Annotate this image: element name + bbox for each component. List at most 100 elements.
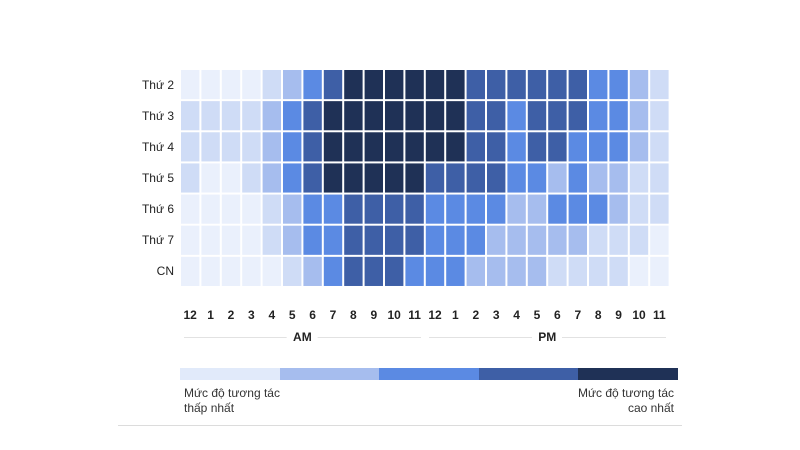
hour-tick-label: 3 — [248, 308, 255, 322]
heatmap-cell — [181, 256, 200, 286]
heatmap-cell — [507, 163, 526, 193]
heatmap-cell — [527, 225, 547, 255]
period-label: PM — [532, 330, 563, 344]
heatmap-cell — [568, 70, 587, 100]
hour-tick-label: 2 — [227, 308, 235, 322]
heatmap-cell — [323, 194, 343, 224]
heatmap-cell — [589, 256, 608, 286]
hour-tick-label: 1 — [207, 308, 214, 322]
heatmap-cell — [527, 194, 547, 224]
heatmap-cell — [323, 225, 343, 255]
heatmap-cell — [221, 256, 241, 286]
heatmap-cell — [629, 132, 649, 162]
heatmap-cell — [568, 194, 587, 224]
heatmap-cell — [589, 225, 608, 255]
heatmap-cell — [609, 194, 628, 224]
heatmap-cell — [446, 194, 465, 224]
heatmap-cell — [283, 225, 302, 255]
heatmap-cell — [425, 101, 445, 131]
heatmap-cell — [201, 256, 220, 286]
heatmap-cell — [242, 225, 261, 255]
heatmap-cell — [344, 132, 363, 162]
heatmap-cell — [548, 132, 567, 162]
heatmap-cell — [507, 225, 526, 255]
heatmap-cell — [283, 256, 302, 286]
heatmap-cell — [201, 163, 220, 193]
hour-tick-label: 2 — [472, 308, 480, 322]
heatmap-cell — [466, 225, 485, 255]
heatmap-cell — [242, 256, 261, 286]
heatmap-cell — [262, 132, 281, 162]
heatmap-cell — [466, 163, 485, 193]
heatmap-cell — [181, 132, 200, 162]
legend-color-segment — [478, 368, 579, 380]
hour-tick-label: 6 — [554, 308, 561, 322]
heatmap-cell — [364, 194, 383, 224]
heatmap-cell — [283, 132, 302, 162]
heatmap-cell — [589, 132, 608, 162]
heatmap-cell — [548, 101, 567, 131]
heatmap-cell — [201, 194, 220, 224]
heatmap-cell — [425, 163, 445, 193]
heatmap-cell — [589, 70, 608, 100]
heatmap-cell — [629, 225, 649, 255]
row-label: Thứ 3 — [141, 108, 174, 123]
heatmap-cell — [548, 163, 567, 193]
heatmap-cell — [405, 163, 424, 193]
heatmap-cell — [609, 256, 628, 286]
heatmap-cell — [487, 163, 506, 193]
heatmap-cell — [589, 101, 608, 131]
heatmap-cell — [242, 70, 261, 100]
heatmap-cell — [446, 256, 465, 286]
heatmap-cell — [303, 132, 322, 162]
row-label: Thứ 7 — [141, 233, 174, 248]
heatmap-cell — [446, 225, 465, 255]
heatmap-cell — [221, 70, 241, 100]
heatmap-cell — [446, 101, 465, 131]
heatmap-cell — [527, 101, 547, 131]
row-label: Thứ 6 — [141, 202, 174, 217]
heatmap-cell — [650, 132, 669, 162]
heatmap-cell — [487, 256, 506, 286]
bottom-divider — [118, 425, 682, 426]
heatmap-cell — [425, 70, 445, 100]
heatmap-cell — [181, 194, 200, 224]
heatmap-cell — [364, 163, 383, 193]
heatmap-cell — [446, 163, 465, 193]
hour-tick-label: 8 — [594, 308, 602, 322]
heatmap-cell — [650, 194, 669, 224]
heatmap-cell — [609, 225, 628, 255]
heatmap-cell — [364, 225, 383, 255]
heatmap-cell — [201, 225, 220, 255]
heatmap-cell — [405, 70, 424, 100]
heatmap-cell — [221, 194, 241, 224]
heatmap-cell — [364, 132, 383, 162]
heatmap-cell — [283, 194, 302, 224]
heatmap-cell — [283, 163, 302, 193]
heatmap-cell — [344, 163, 363, 193]
heatmap-cell — [344, 70, 363, 100]
heatmap-cell — [507, 132, 526, 162]
heatmap-cell — [385, 194, 404, 224]
heatmap-cell — [405, 225, 424, 255]
heatmap-cell — [487, 70, 506, 100]
legend-low-label: Mức độ tương tác thấp nhất — [184, 386, 280, 415]
heatmap-cell — [589, 163, 608, 193]
legend-color-segment — [379, 368, 479, 380]
heatmap-cell — [262, 225, 281, 255]
heatmap-cell — [262, 101, 281, 131]
heatmap-cell — [650, 225, 669, 255]
heatmap-cell — [466, 101, 485, 131]
heatmap-cell — [466, 70, 485, 100]
heatmap-cell — [466, 132, 485, 162]
heatmap-cell — [507, 256, 526, 286]
heatmap-cell — [405, 194, 424, 224]
heatmap-cell — [323, 70, 343, 100]
heatmap-cell — [221, 163, 241, 193]
heatmap-cell — [385, 70, 404, 100]
heatmap-cell — [629, 194, 649, 224]
row-label: CN — [156, 264, 174, 279]
heatmap-cell — [385, 163, 404, 193]
heatmap-cell — [201, 70, 220, 100]
hour-tick-label: 4 — [268, 308, 276, 322]
